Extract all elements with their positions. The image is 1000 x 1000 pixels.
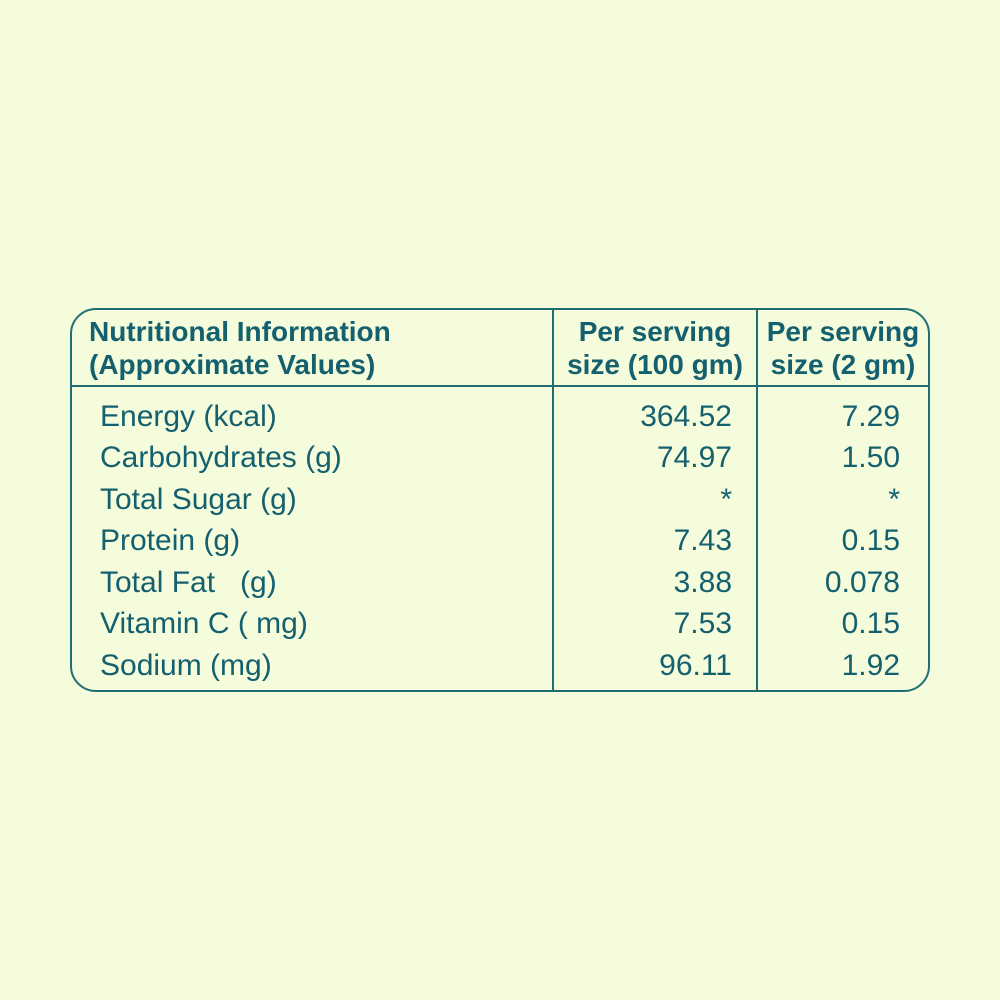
nutrient-label-carbohydrates: Carbohydrates (g) <box>100 441 342 475</box>
value-total-sugar-per-2gm: * <box>888 482 900 516</box>
value-energy-per-100gm: 364.52 <box>640 399 732 433</box>
nutrient-label-total-sugar: Total Sugar (g) <box>100 482 297 516</box>
header-per-serving-2gm: Per serving size (2 gm) <box>758 310 928 387</box>
header-line-1: Per serving <box>578 315 732 347</box>
header-nutritional-information: Nutritional Information (Approximate Val… <box>72 310 552 387</box>
value-vitamin-c-per-2gm: 0.15 <box>841 607 900 641</box>
value-vitamin-c-per-100gm: 7.53 <box>673 607 732 641</box>
value-carbohydrates-per-100gm: 74.97 <box>656 441 732 475</box>
header-line-1: Nutritional Information <box>89 315 391 347</box>
nutrient-label-protein: Protein (g) <box>100 524 241 558</box>
per-100gm-column: Per serving size (100 gm) 364.52 74.97 *… <box>552 310 756 690</box>
value-total-sugar-per-100gm: * <box>720 482 732 516</box>
value-total-fat-per-100gm: 3.88 <box>673 565 732 599</box>
per-2gm-body: 7.29 1.50 * 0.15 0.078 0.15 1.92 <box>758 387 928 690</box>
nutrient-label-vitamin-c: Vitamin C ( mg) <box>100 607 308 641</box>
value-protein-per-2gm: 0.15 <box>841 524 900 558</box>
value-sodium-per-100gm: 96.11 <box>659 648 732 682</box>
per-100gm-body: 364.52 74.97 * 7.43 3.88 7.53 96.11 <box>554 387 756 690</box>
header-line-1: Per serving <box>766 315 920 347</box>
value-protein-per-100gm: 7.43 <box>673 524 732 558</box>
nutrient-name-body: Energy (kcal) Carbohydrates (g) Total Su… <box>72 387 552 690</box>
per-2gm-column: Per serving size (2 gm) 7.29 1.50 * 0.15… <box>756 310 928 690</box>
value-sodium-per-2gm: 1.92 <box>841 648 900 682</box>
nutrient-label-total-fat: Total Fat (g) <box>100 565 277 599</box>
nutrient-label-sodium: Sodium (mg) <box>100 648 272 682</box>
value-carbohydrates-per-2gm: 1.50 <box>841 441 900 475</box>
header-per-serving-100gm: Per serving size (100 gm) <box>554 310 756 387</box>
value-total-fat-per-2gm: 0.078 <box>824 565 900 599</box>
header-line-2: (Approximate Values) <box>89 348 376 380</box>
nutrient-label-energy: Energy (kcal) <box>100 399 277 433</box>
nutrient-name-column: Nutritional Information (Approximate Val… <box>72 310 552 690</box>
nutrition-table: Nutritional Information (Approximate Val… <box>70 308 930 692</box>
header-line-2: size (100 gm) <box>567 348 743 380</box>
header-line-2: size (2 gm) <box>770 348 916 380</box>
value-energy-per-2gm: 7.29 <box>841 399 900 433</box>
